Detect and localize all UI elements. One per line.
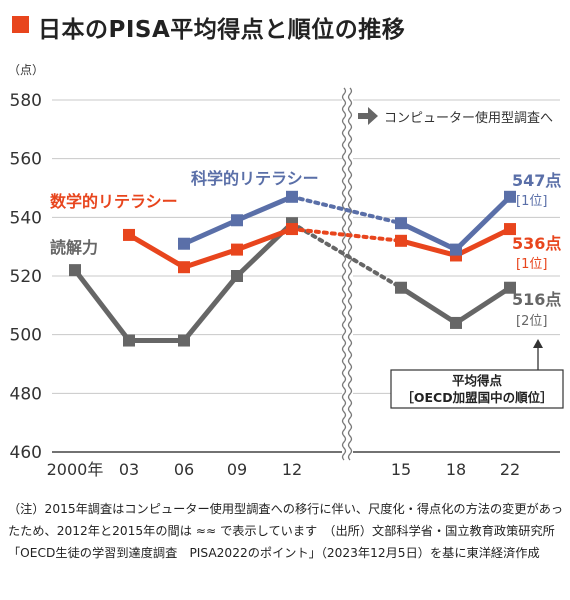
data-point-marker [178, 334, 190, 347]
x-tick-label: 12 [282, 460, 302, 479]
footnote: （注）2015年調査はコンピューター使用型調査への移行に伴い、尺度化・得点化の方… [8, 498, 564, 564]
break-note-label: コンピューター使用型調査へ [384, 110, 553, 126]
data-point-marker [123, 228, 135, 241]
axis-break-line [341, 87, 347, 461]
end-rank-label: [1位] [516, 257, 547, 272]
axis-break-gap [342, 86, 353, 456]
series-line-segment [182, 217, 239, 247]
series-line-segment [290, 227, 403, 243]
data-point-marker [286, 190, 298, 203]
end-value-label: 536点 [512, 234, 561, 253]
data-point-marker [504, 223, 516, 236]
annotation-arrow-icon [533, 339, 543, 348]
y-tick-label: 520 [10, 267, 42, 287]
series-line-segment [236, 194, 293, 223]
y-unit-label: （点） [8, 63, 44, 77]
end-rank-label: [1位] [516, 194, 547, 209]
series-line-segment [399, 220, 458, 252]
y-tick-label: 460 [10, 443, 42, 463]
series-line-segment [127, 232, 186, 270]
annotation-line1: 平均得点 [452, 373, 503, 388]
y-tick-label: 580 [10, 91, 42, 111]
data-point-marker [450, 316, 462, 329]
x-tick-label: 09 [227, 460, 247, 479]
y-tick-label: 540 [10, 208, 42, 228]
series-line-segment [400, 238, 457, 258]
data-point-marker [395, 217, 407, 230]
data-point-marker [178, 237, 190, 250]
x-tick-label: 15 [391, 460, 411, 479]
data-point-marker [286, 223, 298, 236]
series-name-label: 数学的リテラシー [50, 192, 178, 211]
x-tick-label: 03 [119, 460, 139, 479]
footnote-text: （注）2015年調査はコンピューター使用型調査への移行に伴い、尺度化・得点化の方… [8, 502, 564, 560]
series-line-segment [183, 247, 238, 270]
series-line-segment [236, 226, 293, 252]
series-line-segment [454, 195, 512, 252]
x-tick-label: 22 [500, 460, 520, 479]
x-tick-label: 18 [446, 460, 466, 479]
series-line-segment [290, 194, 403, 226]
annotation-line2: ［OECD加盟国中の順位］ [401, 390, 552, 405]
data-point-marker [69, 264, 81, 277]
data-point-marker [231, 270, 243, 282]
series-line-segment [454, 285, 512, 326]
data-point-marker [450, 243, 462, 256]
data-point-marker [178, 261, 190, 274]
data-point-marker [504, 190, 516, 203]
end-value-label: 547点 [512, 171, 561, 190]
axis-break-line [347, 87, 353, 461]
series-line-segment [290, 221, 403, 290]
line-chart: （点） 460 480 500 520 540 560 580 2000年 03 06 09 12 15 1… [8, 63, 564, 479]
data-point-marker [231, 243, 243, 256]
data-point-marker [231, 214, 243, 227]
end-value-label: 516点 [512, 290, 561, 309]
end-rank-label: [2位] [516, 314, 547, 329]
data-point-marker [395, 234, 407, 247]
annotation-box [390, 369, 564, 409]
y-tick-label: 560 [10, 150, 42, 170]
series-line-segment [399, 285, 458, 326]
data-point-marker [123, 334, 135, 347]
data-point-marker [504, 281, 516, 294]
chart-header: 日本のPISA平均得点と順位の推移 [8, 8, 563, 43]
data-point-marker [395, 281, 407, 294]
series-line-segment [454, 226, 512, 258]
chart-title: 日本のPISA平均得点と順位の推移 [38, 17, 406, 43]
x-tick-label: 2000年 [47, 460, 104, 479]
series-line-segment [73, 268, 131, 343]
x-tick-label: 06 [174, 460, 194, 479]
series-name-label: 科学的リテラシー [191, 169, 319, 188]
series-line-segment [182, 274, 239, 343]
y-tick-label: 500 [10, 326, 42, 346]
break-arrow-icon [358, 107, 378, 125]
y-tick-label: 480 [10, 384, 42, 404]
series-name-label: 読解力 [50, 238, 98, 257]
title-square-marker [12, 16, 29, 33]
